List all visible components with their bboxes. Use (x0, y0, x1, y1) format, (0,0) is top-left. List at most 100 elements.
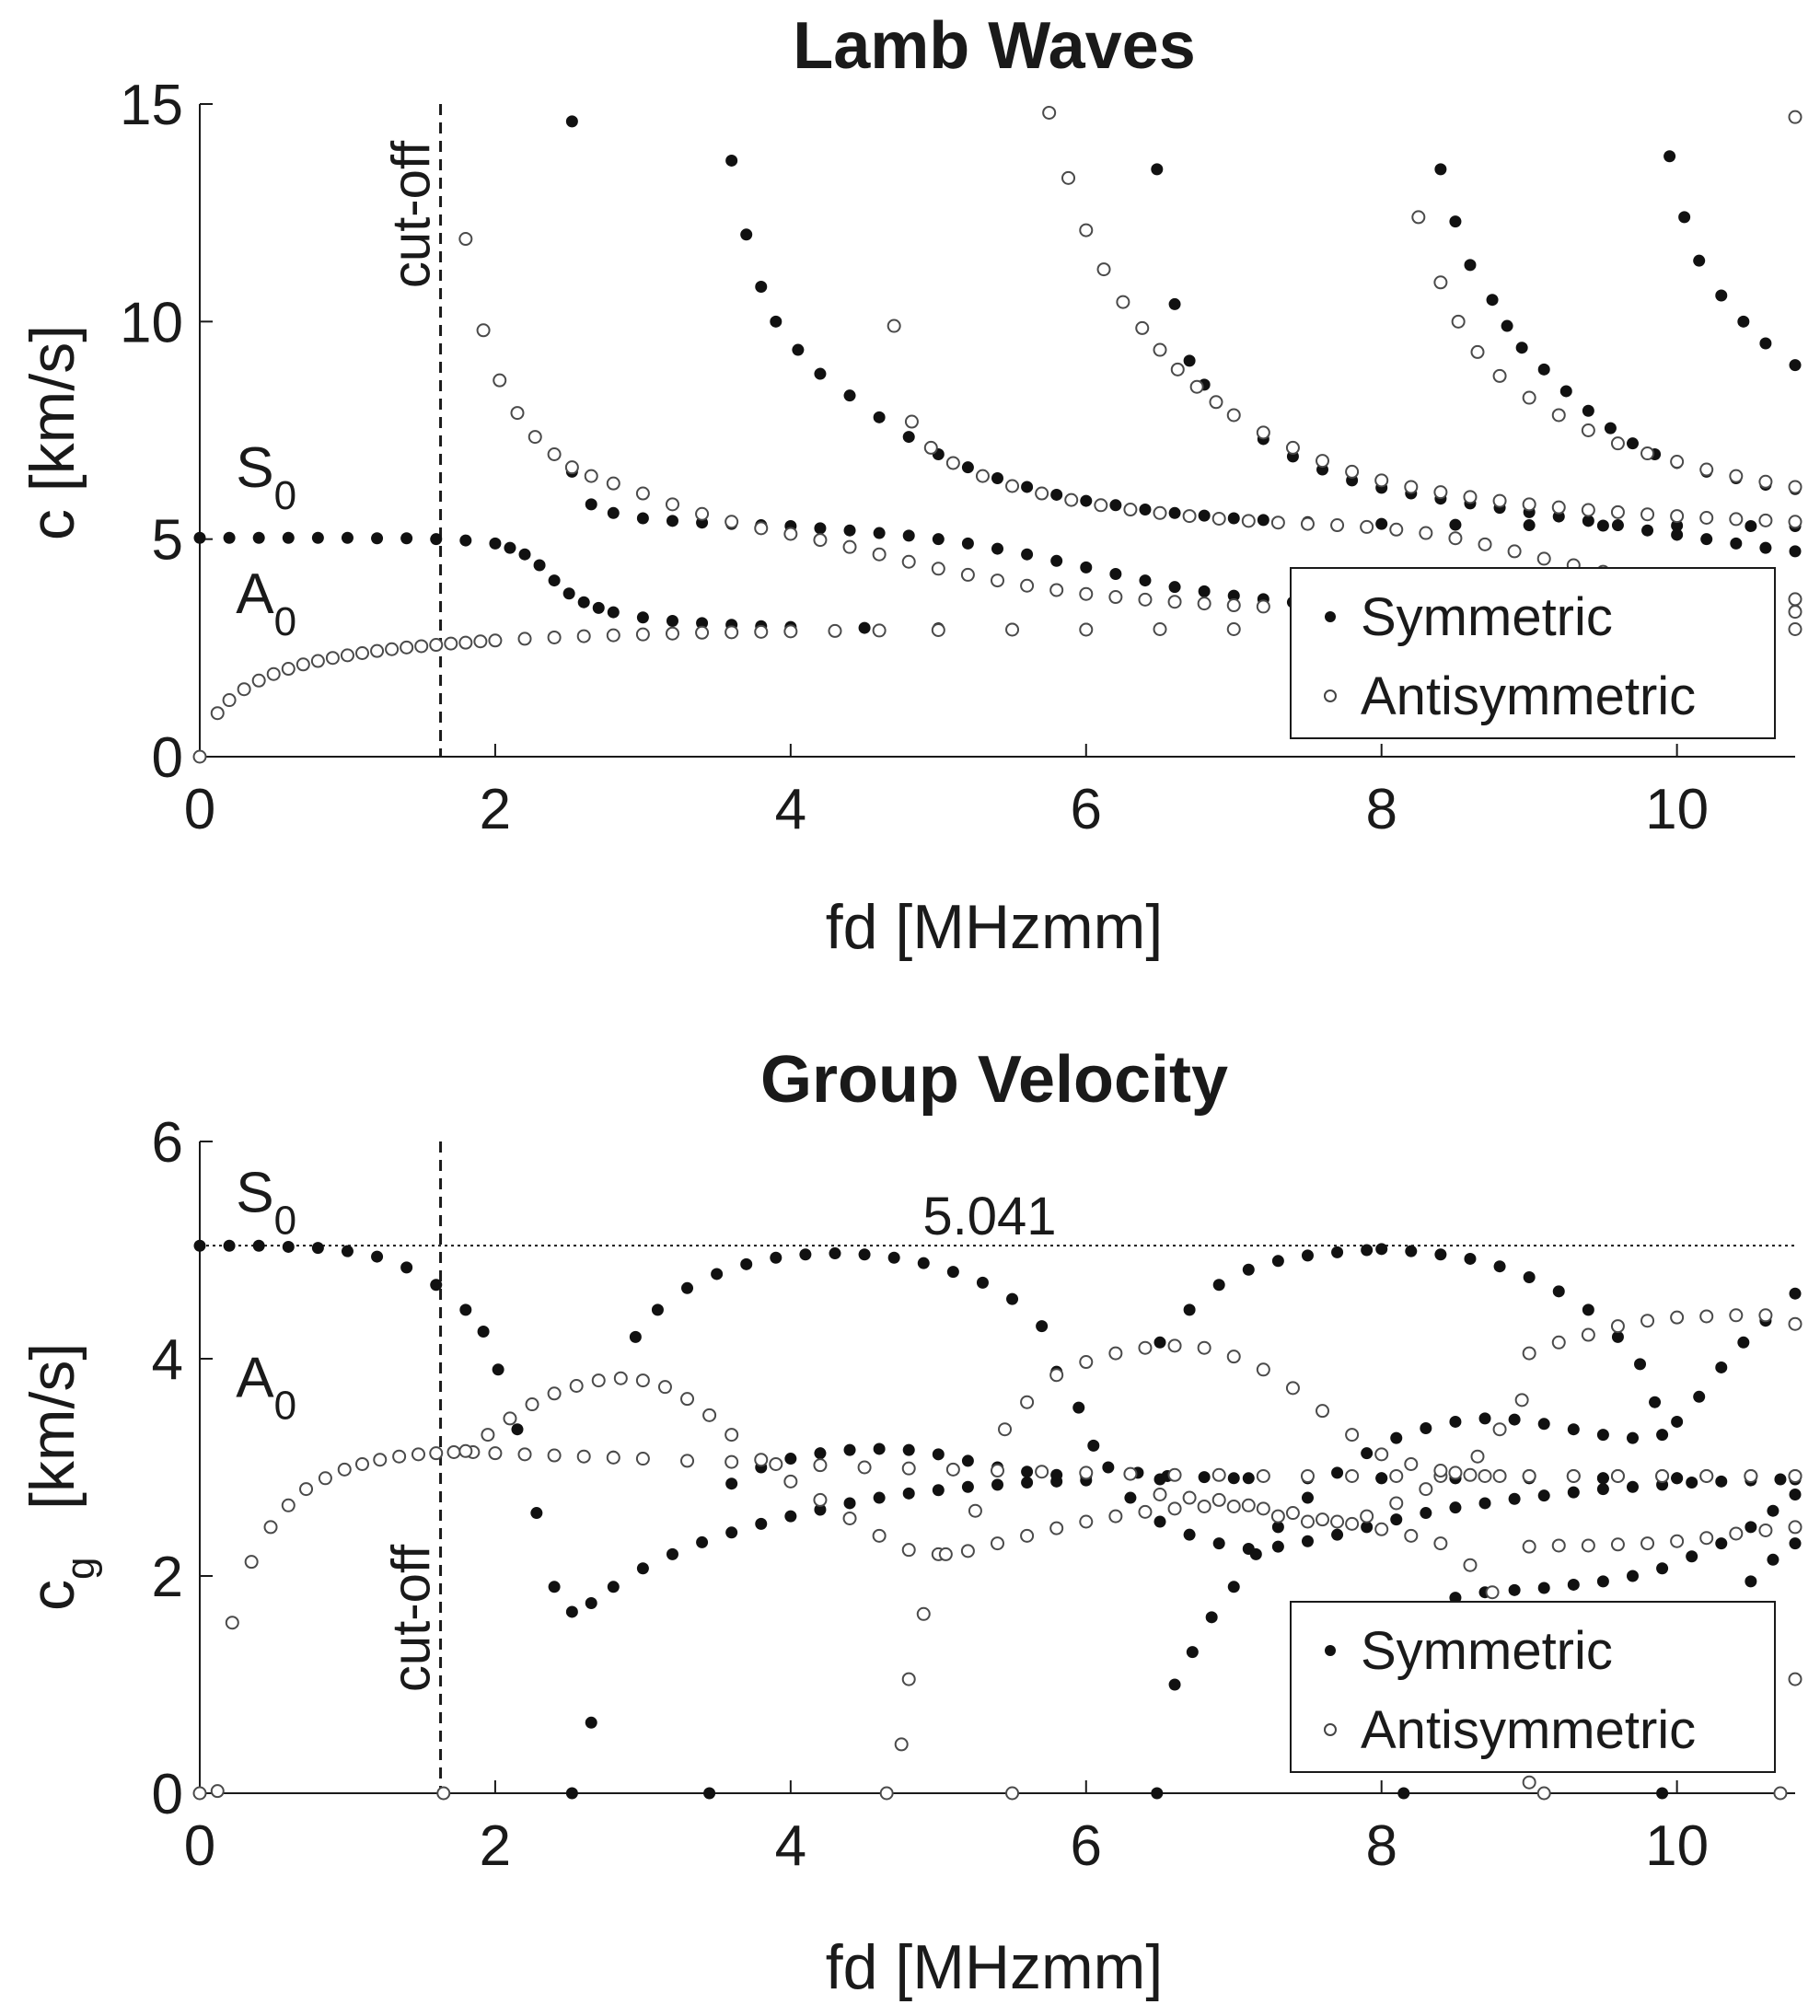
symmetric-point-s3 (1582, 515, 1594, 527)
antisymmetric-point-a2 (1478, 537, 1492, 551)
antisymmetric-point-a0 (1389, 1468, 1404, 1483)
antisymmetric-point-a1 (1197, 597, 1211, 611)
antisymmetric-point-a4 (1551, 408, 1566, 423)
symmetric-point-s0 (755, 1517, 768, 1530)
symmetric-point-s3 (1390, 1431, 1403, 1444)
antisymmetric-point-a5 (1729, 1526, 1744, 1541)
antisymmetric-point-a2 (1256, 1362, 1270, 1377)
antisymmetric-point-a2 (1182, 509, 1197, 524)
antisymmetric-point-a0 (517, 631, 532, 646)
antisymmetric-point-a2 (1285, 1381, 1300, 1396)
antisymmetric-point-a1 (680, 1392, 695, 1407)
antisymmetric-point-a3 (1758, 513, 1773, 527)
symmetric-point-s3 (1671, 528, 1684, 541)
antisymmetric-point-a4 (1758, 1308, 1773, 1323)
y-tick-label: 0 (152, 726, 183, 790)
symmetric-point-s1 (1080, 561, 1093, 574)
antisymmetric-point-a3 (1463, 490, 1478, 504)
symmetric-point-s3 (1331, 1466, 1344, 1479)
antisymmetric-point-a0 (813, 1458, 828, 1473)
symmetric-point-s4 (1626, 437, 1639, 450)
antisymmetric-point-a0 (783, 624, 798, 639)
symmetric-point-s2 (902, 1443, 915, 1456)
antisymmetric-point-a0 (337, 1462, 352, 1477)
symmetric-point-s2 (873, 411, 886, 423)
antisymmetric-point-a3 (1514, 1393, 1529, 1408)
symmetric-point-s0 (592, 601, 605, 614)
x-tick-label: 4 (775, 778, 806, 841)
symmetric-point-s4 (1715, 1537, 1728, 1550)
x-tick-label: 8 (1365, 1814, 1397, 1878)
symmetric-point-s1 (629, 1330, 642, 1343)
antisymmetric-point-a2 (998, 1422, 1013, 1437)
antisymmetric-point-a3 (1316, 454, 1330, 469)
symmetric-point-s2 (1375, 517, 1388, 530)
symmetric-point-s3 (1151, 163, 1164, 176)
symmetric-point-s0 (223, 1239, 236, 1252)
antisymmetric-point-a1 (1463, 1558, 1478, 1572)
antisymmetric-point-a0 (1079, 622, 1094, 637)
x-tick-label: 0 (184, 1814, 215, 1878)
antisymmetric-point-a2 (1345, 1428, 1360, 1442)
symmetric-point-s1b (1183, 1303, 1196, 1316)
symmetric-point-s4b (1634, 1358, 1647, 1371)
symmetric-point-s5 (1745, 1575, 1757, 1588)
antisymmetric-point-a4 (1788, 1316, 1803, 1331)
symmetric-point-s0 (252, 531, 265, 544)
antisymmetric-point-a6 (1788, 1672, 1803, 1686)
symmetric-point-s2 (740, 228, 753, 241)
symmetric-point-s0 (511, 1423, 524, 1436)
symmetric-point-s1 (946, 1266, 959, 1279)
symmetric-point-s1 (666, 515, 678, 527)
symmetric-point-s3 (1759, 541, 1772, 554)
symmetric-point-s1 (1198, 585, 1211, 597)
symmetric-point-s5 (1759, 337, 1772, 350)
antisymmetric-point-a2 (938, 1547, 953, 1561)
symmetric-point-s2 (1198, 509, 1211, 522)
antisymmetric-point-a2 (1433, 1464, 1448, 1478)
antisymmetric-point-a1 (1020, 1528, 1035, 1543)
symmetric-point-s2 (792, 343, 805, 356)
legend: Symmetric Antisymmetric (1290, 567, 1776, 739)
antisymmetric-point-a2 (887, 319, 901, 333)
antisymmetric-point-a3 (1256, 425, 1270, 440)
symmetric-point-s1 (1109, 567, 1122, 580)
symmetric-point-s4 (1559, 385, 1572, 398)
symmetric-point-s1 (961, 537, 974, 550)
symmetric-point-s2 (1080, 494, 1093, 507)
antisymmetric-point-a0 (606, 1450, 620, 1465)
antisymmetric-point-a1 (665, 497, 679, 512)
antisymmetric-point-a1 (1433, 1536, 1448, 1551)
antisymmetric-point-a1 (1079, 1514, 1094, 1529)
symmetric-point-s2 (1050, 1468, 1063, 1481)
group-velocity-chart: Group Velocity 0 2 4 6 8 10 0 2 4 6 cut-off 5.041 S0… (17, 1043, 1803, 2002)
antisymmetric-point-a1 (547, 446, 562, 461)
symmetric-point-s2 (1361, 1521, 1374, 1534)
legend-antisymmetric-label: Antisymmetric (1361, 666, 1696, 726)
x-tick-label: 10 (1645, 1814, 1709, 1878)
antisymmetric-point-a2 (1448, 531, 1463, 546)
antisymmetric-point-a3 (1448, 1466, 1463, 1480)
antisymmetric-point-a0 (635, 1452, 650, 1466)
antisymmetric-point-a4 (1670, 1310, 1685, 1325)
symmetric-point-s2 (1478, 1497, 1491, 1510)
antisymmetric-point-a2 (923, 440, 938, 455)
x-tick-label: 10 (1645, 778, 1709, 841)
symmetric-point-s4b (1611, 1330, 1624, 1343)
y-tick-label: 0 (152, 1763, 183, 1826)
antisymmetric-point-a4 (1522, 1346, 1536, 1361)
antisymmetric-point-a0 (488, 633, 503, 648)
antisymmetric-point-a0 (680, 1454, 695, 1468)
antisymmetric-point-a0 (281, 662, 296, 677)
antisymmetric-point-a2 (904, 414, 919, 429)
antisymmetric-point-a3 (1470, 1449, 1485, 1464)
symmetric-point-s2 (1021, 481, 1034, 493)
symmetric-point-s3 (1227, 1581, 1240, 1593)
symmetric-point-s2 (843, 389, 856, 402)
antisymmetric-point-a2 (916, 1606, 931, 1621)
antisymmetric-point-a0 (429, 1446, 444, 1461)
symmetric-point-s0 (565, 1605, 578, 1618)
symmetric-point-s4 (1508, 1583, 1521, 1596)
antisymmetric-point-a4 (1522, 390, 1536, 405)
